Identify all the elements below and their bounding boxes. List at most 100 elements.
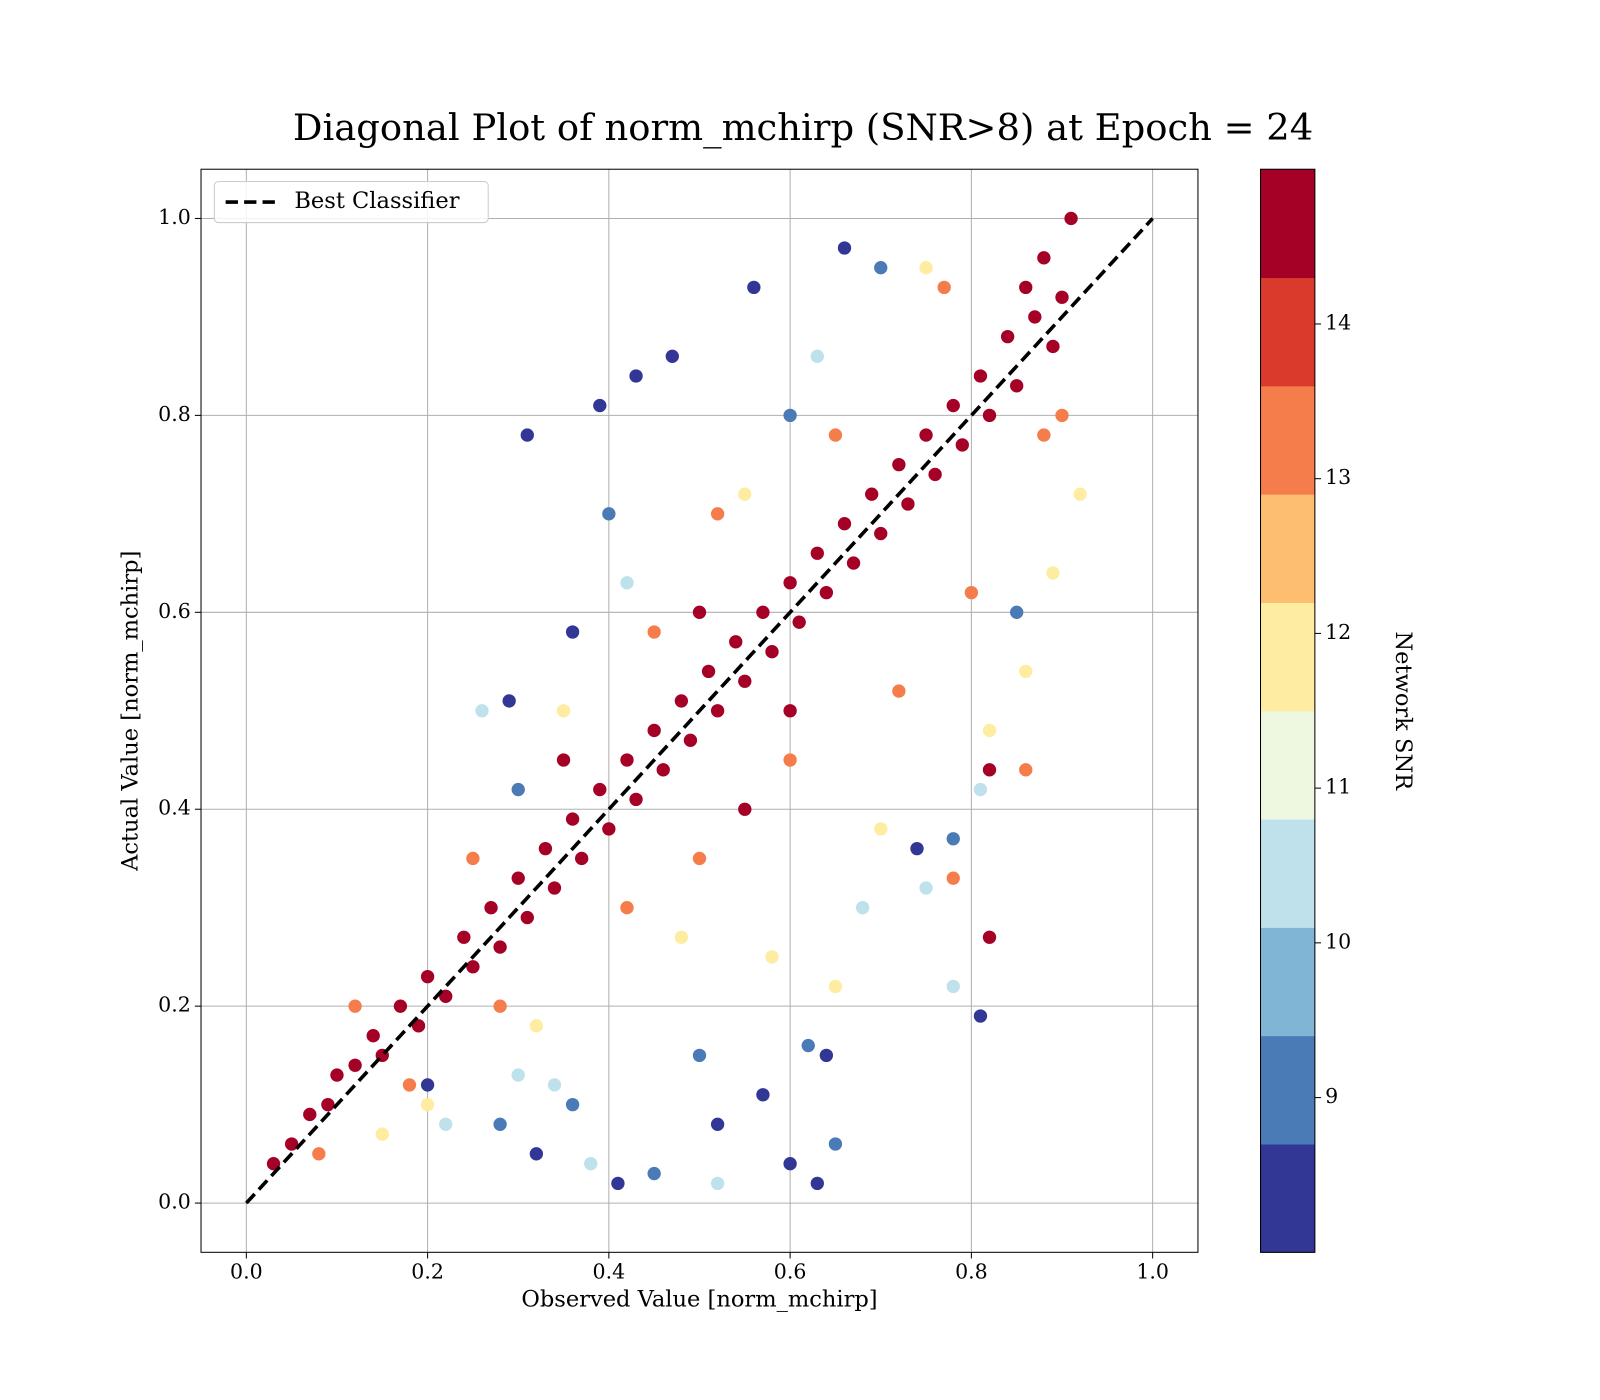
colorbar-band bbox=[1260, 494, 1315, 603]
scatter-point bbox=[366, 1029, 380, 1043]
scatter-point bbox=[964, 585, 979, 600]
y-tick-label: 1.0 bbox=[158, 205, 191, 229]
x-tick-label: 0.6 bbox=[774, 1259, 807, 1283]
scatter-point bbox=[520, 910, 534, 925]
scatter-point bbox=[529, 1147, 544, 1161]
scatter-point bbox=[502, 694, 516, 708]
scatter-point bbox=[738, 487, 752, 501]
chart-title: Diagonal Plot of norm_mchirp (SNR>8) at … bbox=[293, 106, 1313, 150]
scatter-point bbox=[810, 546, 824, 560]
scatter-point bbox=[1019, 664, 1033, 679]
scatter-point bbox=[466, 851, 480, 866]
scatter-point bbox=[475, 704, 489, 718]
scatter-point bbox=[547, 881, 562, 895]
colorbar-band bbox=[1260, 169, 1315, 279]
y-tick-label: 0.6 bbox=[158, 599, 191, 623]
scatter-point bbox=[620, 753, 634, 767]
scatter-point bbox=[466, 960, 480, 974]
scatter-point bbox=[393, 999, 408, 1013]
scatter-point bbox=[674, 694, 689, 708]
scatter-point bbox=[683, 733, 698, 747]
scatter-point bbox=[439, 989, 453, 1003]
colorbar-band bbox=[1260, 710, 1315, 820]
y-tick-label: 0.4 bbox=[158, 796, 191, 820]
reference-line bbox=[245, 217, 1154, 1205]
scatter-point bbox=[656, 763, 670, 777]
scatter-point bbox=[982, 930, 997, 944]
scatter-point bbox=[919, 261, 933, 275]
scatter-point bbox=[493, 1117, 507, 1131]
scatter-point bbox=[783, 1157, 797, 1171]
y-tick-label: 0.0 bbox=[158, 1190, 191, 1214]
colorbar-tick-label: 9 bbox=[1325, 1084, 1338, 1108]
scatter-point bbox=[783, 408, 797, 423]
scatter-point bbox=[892, 684, 906, 698]
scatter-point bbox=[565, 812, 580, 826]
scatter-point bbox=[747, 280, 761, 295]
scatter-point bbox=[955, 438, 969, 452]
scatter-point bbox=[647, 625, 661, 639]
scatter-point bbox=[1055, 408, 1069, 423]
scatter-point bbox=[556, 753, 571, 767]
colorbar-band bbox=[1260, 1035, 1315, 1145]
scatter-point bbox=[1019, 280, 1033, 295]
scatter-point bbox=[874, 822, 888, 836]
scatter-point bbox=[810, 1176, 824, 1191]
scatter-point bbox=[1046, 566, 1060, 580]
scatter-point bbox=[919, 428, 933, 442]
scatter-point bbox=[874, 261, 888, 275]
scatter-point bbox=[1037, 428, 1051, 442]
scatter-point bbox=[1010, 379, 1024, 393]
scatter-point bbox=[982, 723, 997, 738]
scatter-point bbox=[828, 1137, 843, 1151]
scatter-point bbox=[565, 625, 580, 639]
scatter-point bbox=[1019, 763, 1033, 777]
scatter-point bbox=[611, 1176, 625, 1191]
scatter-point bbox=[420, 1097, 435, 1112]
scatter-point bbox=[1028, 310, 1042, 324]
scatter-point bbox=[457, 930, 471, 944]
scatter-point bbox=[783, 753, 797, 767]
scatter-point bbox=[584, 1157, 598, 1171]
scatter-point bbox=[1000, 329, 1015, 344]
legend-label: Best Classifier bbox=[294, 188, 459, 214]
legend-box bbox=[213, 181, 489, 224]
scatter-point bbox=[828, 428, 843, 442]
scatter-point bbox=[511, 782, 525, 797]
scatter-point bbox=[620, 576, 634, 590]
scatter-point bbox=[321, 1097, 335, 1112]
scatter-point bbox=[946, 871, 960, 885]
scatter-point bbox=[602, 507, 616, 521]
scatter-point bbox=[674, 930, 689, 944]
colorbar-band bbox=[1260, 277, 1315, 387]
y-axis-label: Actual Value [norm_mchirp] bbox=[117, 551, 143, 872]
scatter-point bbox=[901, 497, 915, 511]
scatter-point bbox=[348, 999, 362, 1013]
scatter-point bbox=[710, 1117, 725, 1131]
scatter-point bbox=[738, 802, 752, 816]
scatter-point bbox=[284, 1137, 299, 1151]
scatter-point bbox=[828, 979, 843, 994]
scatter-point bbox=[593, 782, 607, 797]
scatter-point bbox=[973, 782, 988, 797]
scatter-point bbox=[1073, 487, 1087, 501]
scatter-point bbox=[928, 467, 942, 482]
scatter-point bbox=[738, 674, 752, 688]
scatter-point bbox=[565, 1097, 580, 1112]
scatter-point bbox=[946, 832, 960, 846]
colorbar-band bbox=[1260, 602, 1315, 712]
scatter-point bbox=[1037, 251, 1051, 265]
scatter-point bbox=[946, 979, 960, 994]
scatter-point bbox=[629, 369, 643, 383]
scatter-point bbox=[547, 1078, 562, 1092]
scatter-point bbox=[692, 851, 707, 866]
scatter-point bbox=[1064, 211, 1078, 226]
scatter-point bbox=[1046, 339, 1060, 354]
scatter-point bbox=[484, 901, 498, 915]
x-tick-label: 0.2 bbox=[411, 1259, 444, 1283]
scatter-point bbox=[402, 1078, 417, 1092]
scatter-point bbox=[1010, 605, 1024, 619]
scatter-point bbox=[729, 635, 743, 649]
x-tick-label: 1.0 bbox=[1136, 1259, 1169, 1283]
